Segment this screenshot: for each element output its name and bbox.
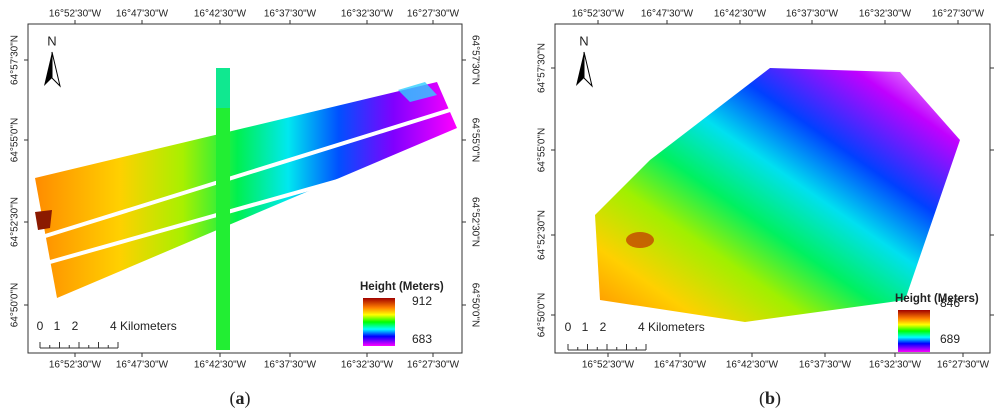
longitude-label: 16°27'30"W: [407, 360, 460, 371]
legend-ramp: [898, 310, 930, 352]
terrain-a: [35, 68, 457, 350]
caption: (a): [230, 388, 251, 409]
latitude-label: 64°57'30"N: [537, 43, 548, 93]
longitude-label: 16°37'30"W: [799, 360, 852, 371]
longitude-label: 16°37'30"W: [264, 360, 317, 371]
scale-label: 4 Kilometers: [638, 320, 705, 334]
north-arrow: [44, 52, 52, 86]
longitude-label: 16°42'30"W: [194, 360, 247, 371]
latitude-label: 64°50'0"N: [10, 283, 21, 328]
north-label: N: [47, 33, 56, 48]
caption-part: a: [236, 388, 245, 408]
scale-label: 4 Kilometers: [110, 319, 177, 333]
longitude-label: 16°32'30"W: [341, 360, 394, 371]
north-arrow: [576, 52, 584, 86]
legend-ramp: [363, 298, 395, 346]
legend-max: 846: [940, 296, 960, 310]
scale-label: 0: [565, 320, 572, 334]
legend-max: 912: [412, 294, 432, 308]
north-arrow: [583, 51, 593, 88]
scale-label: 2: [72, 319, 79, 333]
terrain-b: [595, 68, 960, 322]
longitude-label: 16°47'30"W: [654, 360, 707, 371]
north-arrow: [51, 51, 61, 88]
caption-part: (: [230, 388, 236, 409]
legend-min: 689: [940, 332, 960, 346]
latitude-label: 64°55'0"N: [10, 118, 21, 163]
latitude-label: 64°52'30"N: [10, 197, 21, 247]
longitude-label: 16°27'30"W: [937, 360, 990, 371]
longitude-label: 16°42'30"W: [726, 360, 779, 371]
caption-part: ): [775, 388, 781, 409]
caption-part: ): [245, 388, 251, 409]
legend-title: Height (Meters): [895, 293, 979, 305]
longitude-label: 16°52'30"W: [49, 9, 102, 20]
frame-b: [554, 23, 991, 354]
longitude-label: 16°52'30"W: [572, 9, 625, 20]
latitude-label: 64°57'30"N: [469, 35, 480, 85]
longitude-label: 16°42'30"W: [714, 9, 767, 20]
longitude-label: 16°32'30"W: [341, 9, 394, 20]
longitude-label: 16°32'30"W: [869, 360, 922, 371]
longitude-label: 16°42'30"W: [194, 9, 247, 20]
legend-title: Height (Meters): [360, 281, 444, 293]
scale-label: 1: [582, 320, 589, 334]
longitude-label: 16°32'30"W: [859, 9, 912, 20]
frame-a: [27, 23, 463, 354]
latitude-label: 64°57'30"N: [10, 35, 21, 85]
latitude-label: 64°52'30"N: [469, 197, 480, 247]
north-label: N: [579, 33, 588, 48]
latitude-label: 64°52'30"N: [537, 210, 548, 260]
longitude-label: 16°52'30"W: [582, 360, 635, 371]
latitude-label: 64°55'0"N: [537, 128, 548, 173]
longitude-label: 16°52'30"W: [49, 360, 102, 371]
longitude-label: 16°37'30"W: [264, 9, 317, 20]
longitude-label: 16°27'30"W: [932, 9, 985, 20]
caption-part: (: [759, 388, 765, 409]
caption: (b): [759, 388, 781, 409]
legend-min: 683: [412, 332, 432, 346]
longitude-label: 16°47'30"W: [116, 360, 169, 371]
longitude-label: 16°47'30"W: [116, 9, 169, 20]
caption-part: b: [765, 388, 775, 408]
scale-label: 0: [37, 319, 44, 333]
longitude-label: 16°37'30"W: [786, 9, 839, 20]
longitude-label: 16°47'30"W: [641, 9, 694, 20]
latitude-label: 64°55'0"N: [469, 118, 480, 163]
latitude-label: 64°50'0"N: [469, 283, 480, 328]
latitude-label: 64°50'0"N: [537, 293, 548, 338]
scale-label: 2: [600, 320, 607, 334]
scale-label: 1: [54, 319, 61, 333]
longitude-label: 16°27'30"W: [407, 9, 460, 20]
